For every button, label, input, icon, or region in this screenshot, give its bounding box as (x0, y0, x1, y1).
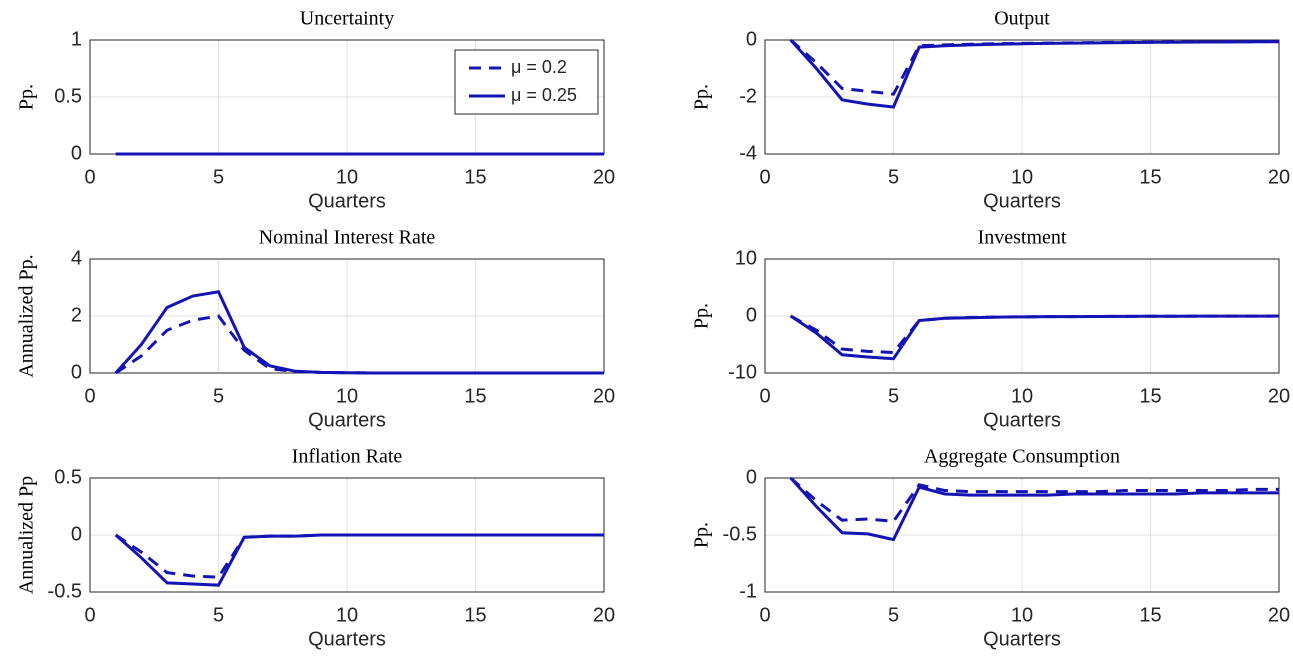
x-axis-label: Quarters (308, 628, 386, 650)
y-axis-label: Pp. (691, 84, 713, 110)
y-tick-label: -2 (739, 85, 757, 107)
y-tick-label: -4 (739, 142, 757, 164)
y-axis-label: Annualized Pp. (16, 254, 38, 377)
axes-frame (764, 39, 1280, 155)
y-tick-label: 0.5 (54, 466, 82, 488)
data-line (114, 533, 604, 587)
y-tick-label: 4 (71, 247, 82, 269)
x-tick-label: 0 (84, 385, 95, 407)
y-tick-label: 0 (71, 523, 82, 545)
x-tick-label: 0 (759, 604, 770, 626)
chart-title: Nominal Interest Rate (259, 227, 436, 249)
chart-title: Investment (978, 227, 1067, 249)
data-line (789, 476, 1279, 542)
x-tick-label: 0 (84, 604, 95, 626)
data-line (789, 476, 1279, 523)
chart-title: Inflation Rate (292, 446, 403, 468)
data-line (789, 38, 1280, 96)
legend-label: μ = 0.2 (511, 57, 567, 77)
x-tick-label: 5 (888, 604, 899, 626)
x-axis-label: Quarters (983, 628, 1061, 650)
x-tick-label: 10 (336, 604, 358, 626)
y-tick-label: 0 (746, 304, 757, 326)
x-axis-label: Quarters (308, 190, 386, 212)
y-tick-label: 0 (746, 28, 757, 50)
y-tick-label: -10 (728, 361, 757, 383)
x-tick-label: 0 (84, 166, 95, 188)
y-tick-label: -0.5 (48, 580, 82, 602)
y-tick-label: 2 (71, 304, 82, 326)
x-tick-label: 20 (1268, 604, 1290, 626)
x-tick-label: 15 (1139, 604, 1161, 626)
axes-frame (764, 477, 1280, 593)
y-tick-label: 0 (71, 361, 82, 383)
chart-title: Aggregate Consumption (924, 446, 1120, 468)
x-tick-label: 15 (464, 385, 486, 407)
x-tick-label: 0 (759, 385, 770, 407)
chart-title: Uncertainty (300, 8, 394, 30)
x-tick-label: 10 (336, 385, 358, 407)
x-tick-label: 15 (464, 604, 486, 626)
x-tick-label: 20 (593, 385, 615, 407)
x-tick-label: 10 (1011, 604, 1033, 626)
x-tick-label: 0 (759, 166, 770, 188)
legend-label: μ = 0.25 (511, 85, 577, 105)
x-tick-label: 20 (593, 604, 615, 626)
x-tick-label: 5 (213, 385, 224, 407)
y-tick-label: 0.5 (54, 85, 82, 107)
y-axis-label: Pp. (16, 84, 38, 110)
y-tick-label: -0.5 (723, 523, 757, 545)
legend-box (454, 49, 599, 115)
x-tick-label: 15 (1139, 385, 1161, 407)
data-line (789, 314, 1280, 361)
x-tick-label: 10 (336, 166, 358, 188)
x-tick-label: 5 (888, 166, 899, 188)
chart-title: Output (994, 8, 1050, 30)
x-tick-label: 15 (464, 166, 486, 188)
y-axis-label: Pp. (691, 303, 713, 329)
y-tick-label: 10 (735, 247, 757, 269)
x-axis-label: Quarters (983, 409, 1061, 431)
x-axis-label: Quarters (983, 190, 1061, 212)
x-tick-label: 10 (1011, 385, 1033, 407)
x-tick-label: 20 (1268, 166, 1290, 188)
y-tick-label: 1 (71, 28, 82, 50)
x-tick-label: 20 (593, 166, 615, 188)
y-tick-label: 0 (746, 466, 757, 488)
x-axis-label: Quarters (308, 409, 386, 431)
data-line (114, 290, 604, 375)
x-tick-label: 5 (213, 166, 224, 188)
y-tick-label: 0 (71, 142, 82, 164)
x-tick-label: 15 (1139, 166, 1161, 188)
data-line (789, 38, 1279, 109)
x-tick-label: 5 (888, 385, 899, 407)
y-axis-label: Annualized Pp (16, 476, 38, 594)
x-tick-label: 10 (1011, 166, 1033, 188)
x-tick-label: 5 (213, 604, 224, 626)
y-tick-label: -1 (739, 580, 757, 602)
x-tick-label: 20 (1268, 385, 1290, 407)
y-axis-label: Pp. (691, 522, 713, 548)
axes-frame (764, 258, 1280, 374)
